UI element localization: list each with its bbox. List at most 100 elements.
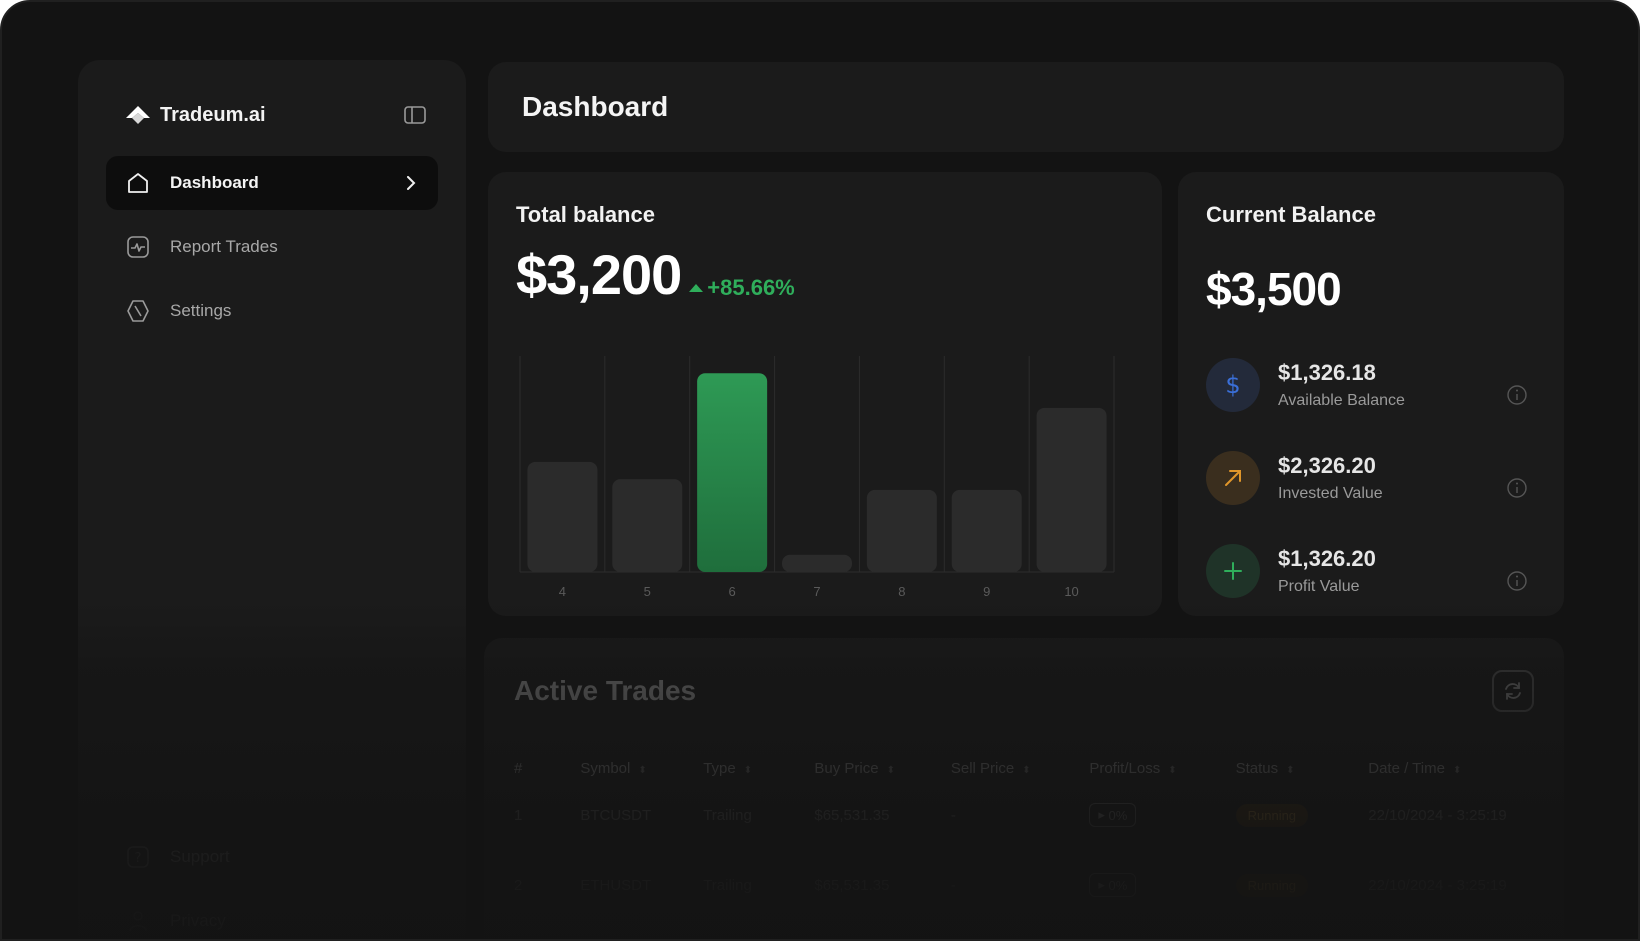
status-badge: Running: [1235, 873, 1309, 897]
logo-icon: [126, 106, 150, 124]
balance-breakdown: $ $1,326.18 Available Balance: [1206, 338, 1536, 617]
info-icon[interactable]: [1506, 384, 1528, 406]
sidebar-nav: Dashboard Report Trades Settings: [106, 156, 438, 338]
sidebar-item-support[interactable]: ? Support: [126, 830, 230, 884]
triangle-up-icon: [689, 284, 704, 292]
chart-bar[interactable]: [1036, 407, 1107, 572]
home-icon: [128, 173, 148, 193]
refresh-icon: [1505, 682, 1521, 700]
chart-bar[interactable]: [697, 373, 768, 572]
column-header-profit-loss[interactable]: Profit/Loss ⬍: [1089, 759, 1177, 777]
total-balance-amount: $3,200: [516, 243, 682, 306]
balance-item-profit: $1,326.20 Profit Value: [1206, 524, 1536, 617]
balance-item-label: Profit Value: [1278, 577, 1360, 595]
balance-item-invested: $2,326.20 Invested Value: [1206, 431, 1536, 524]
table-row[interactable]: 2 ETHUSDT Trailing $65,531.35 - ▸ 0% Run…: [514, 850, 1534, 920]
arrow-up-right-icon: [1206, 450, 1260, 505]
cell-status: Running: [1235, 803, 1369, 827]
sort-icon: ⬍: [743, 764, 753, 776]
sidebar-bottom-nav: ? Support Privacy: [126, 830, 230, 939]
info-icon[interactable]: [1506, 570, 1528, 592]
sidebar-item-settings[interactable]: Settings: [106, 284, 438, 338]
balance-change-percent: +85.66%: [707, 275, 795, 300]
status-badge: Running: [1235, 803, 1309, 827]
cell-date-time: 22/10/2024 - 3:25:19: [1368, 876, 1507, 894]
chart-tick-label: 6: [729, 584, 736, 599]
total-balance-title: Total balance: [516, 202, 655, 227]
sidebar-item-label: Report Trades: [170, 237, 278, 256]
dollar-icon: $: [1206, 357, 1260, 412]
column-header-buy-price[interactable]: Buy Price ⬍: [814, 759, 895, 777]
chart-bar[interactable]: [866, 489, 937, 572]
cell-type: Trailing: [703, 806, 752, 824]
column-header-index[interactable]: #: [514, 759, 523, 777]
settings-icon: [127, 300, 149, 322]
chart-tick-label: 5: [644, 584, 651, 599]
sidebar-item-label: Settings: [170, 301, 232, 320]
balance-change: +85.66%: [689, 275, 795, 301]
help-icon: ?: [127, 846, 149, 868]
plus-icon: [1206, 543, 1260, 598]
app-name: Tradeum.ai: [160, 103, 266, 126]
balance-item-label: Available Balance: [1278, 391, 1405, 409]
chevron-right-icon: [407, 176, 416, 190]
page-header: Dashboard: [488, 62, 1564, 152]
chart-tick-label: 9: [983, 584, 990, 599]
sidebar-item-label: Privacy: [170, 911, 226, 930]
total-balance-value: $3,200 +85.66%: [516, 242, 1134, 307]
activity-icon: [127, 236, 149, 258]
cell-profit-loss: ▸ 0%: [1089, 873, 1235, 897]
cell-sell-price: -: [950, 876, 956, 894]
cell-buy-price: $65,531.35: [814, 806, 890, 824]
column-header-sell-price[interactable]: Sell Price ⬍: [950, 759, 1031, 777]
active-trades-card: Active Trades # Symbol ⬍ Type ⬍ Buy Price ⬍…: [484, 638, 1564, 939]
table-header: # Symbol ⬍ Type ⬍ Buy Price ⬍ Sell Price ⬍ P…: [514, 756, 1534, 780]
sidebar: Tradeum.ai Dashboard R: [78, 60, 466, 939]
sidebar-item-dashboard[interactable]: Dashboard: [106, 156, 438, 210]
sidebar-item-privacy[interactable]: Privacy: [126, 894, 230, 939]
chart-tick-label: 4: [559, 584, 566, 599]
sort-icon: ⬍: [638, 764, 647, 776]
chart-tick-label: 7: [813, 584, 820, 599]
cell-index: 2: [514, 876, 523, 894]
cell-status: Running: [1235, 873, 1369, 897]
sort-icon: ⬍: [1452, 764, 1462, 776]
chart-bar[interactable]: [527, 461, 598, 572]
sidebar-item-label: Support: [170, 847, 230, 866]
balance-item-value: $2,326.20: [1278, 452, 1376, 478]
table-row[interactable]: 1 BTCUSDT Trailing $65,531.35 - ▸ 0% Run…: [514, 780, 1534, 850]
sidebar-item-label: Dashboard: [170, 173, 259, 192]
cell-date-time: 22/10/2024 - 3:25:19: [1368, 806, 1507, 824]
chart-bar[interactable]: [951, 489, 1022, 572]
page-title: Dashboard: [522, 91, 669, 122]
chart-bar[interactable]: [782, 554, 852, 572]
total-balance-card: Total balance $3,200 +85.66% 4 5 6 7 8 9 10: [488, 172, 1162, 616]
current-balance-title: Current Balance: [1206, 202, 1376, 227]
cell-symbol: ETHUSDT: [580, 876, 652, 894]
cell-symbol: BTCUSDT: [580, 806, 652, 824]
play-icon: ▸: [1098, 807, 1109, 822]
sort-icon: ⬍: [1286, 764, 1295, 776]
sidebar-toggle-icon[interactable]: [404, 106, 426, 124]
column-header-symbol[interactable]: Symbol ⬍: [580, 759, 647, 777]
current-balance-card: Current Balance $3,500 $ $1,326.18 Avail…: [1178, 172, 1564, 616]
balance-item-label: Invested Value: [1278, 484, 1383, 502]
column-header-type[interactable]: Type ⬍: [703, 759, 753, 777]
info-icon[interactable]: [1506, 477, 1528, 499]
current-balance-amount: $3,500: [1206, 263, 1342, 315]
column-header-date-time[interactable]: Date / Time ⬍: [1368, 759, 1462, 777]
brand: Tradeum.ai: [106, 100, 438, 130]
cell-buy-price: $65,531.35: [814, 876, 890, 894]
cell-type: Trailing: [703, 876, 752, 894]
chart-bar[interactable]: [612, 479, 683, 572]
svg-text:$: $: [1225, 372, 1240, 398]
refresh-button[interactable]: [1492, 670, 1534, 712]
balance-bar-chart: 4 5 6 7 8 9 10: [519, 356, 1115, 599]
svg-text:?: ?: [135, 851, 142, 866]
balance-item-value: $1,326.18: [1278, 359, 1376, 385]
play-icon: ▸: [1098, 877, 1109, 892]
sidebar-item-report-trades[interactable]: Report Trades: [106, 220, 438, 274]
sort-icon: ⬍: [886, 764, 895, 776]
column-header-status[interactable]: Status ⬍: [1235, 759, 1295, 777]
